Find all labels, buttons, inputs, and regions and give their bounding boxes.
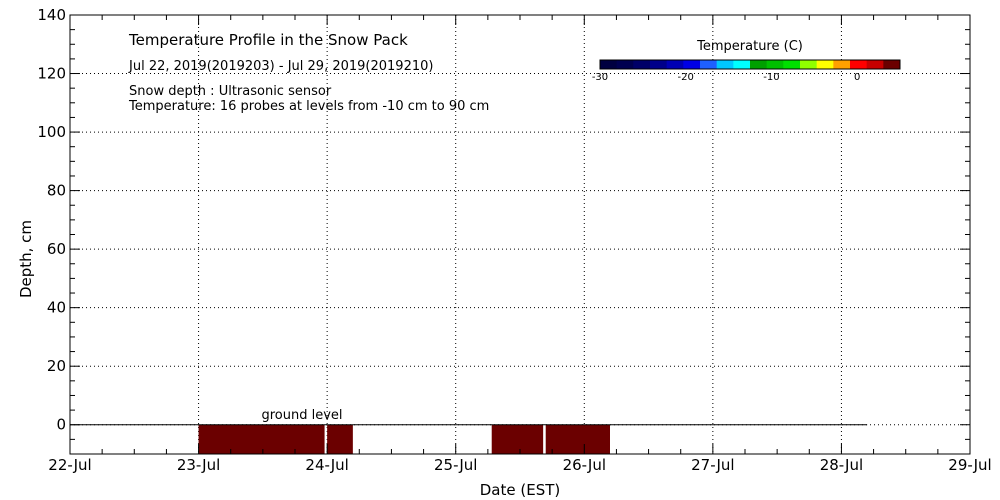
y-tick-label: 40 <box>47 299 66 317</box>
colorbar-swatch <box>783 60 801 69</box>
y-axis-label: Depth, cm <box>17 220 35 298</box>
colorbar-swatch <box>766 60 784 69</box>
y-tick-label: 80 <box>47 182 66 200</box>
y-tick-label: 0 <box>56 416 66 434</box>
temperature-block <box>491 424 544 454</box>
colorbar-swatch <box>800 60 818 69</box>
colorbar-swatch <box>816 60 834 69</box>
colorbar-swatch <box>600 60 618 69</box>
ground-level-label: ground level <box>261 408 342 423</box>
x-tick-label: 28-Jul <box>820 456 863 474</box>
note-temperature-probes: Temperature: 16 probes at levels from -1… <box>128 99 489 114</box>
x-tick-label: 24-Jul <box>305 456 348 474</box>
chart-title: Temperature Profile in the Snow Pack <box>128 31 408 49</box>
colorbar-swatch <box>750 60 768 69</box>
colorbar-swatch <box>650 60 668 69</box>
x-tick-label: 22-Jul <box>48 456 91 474</box>
x-tick-label: 29-Jul <box>948 456 991 474</box>
x-tick-label: 27-Jul <box>691 456 734 474</box>
colorbar-swatch <box>683 60 701 69</box>
y-tick-label: 100 <box>37 123 66 141</box>
temperature-block <box>545 424 610 454</box>
x-tick-label: 25-Jul <box>434 456 477 474</box>
colorbar-tick-label: 0 <box>854 72 860 83</box>
y-tick-label: 60 <box>47 240 66 258</box>
y-tick-label: 140 <box>37 6 66 24</box>
colorbar-swatch <box>850 60 868 69</box>
colorbar-swatch <box>700 60 718 69</box>
y-tick-label: 20 <box>47 357 66 375</box>
x-tick-label: 26-Jul <box>563 456 606 474</box>
x-tick-label: 23-Jul <box>177 456 220 474</box>
colorbar-label: Temperature (C) <box>696 39 803 54</box>
grid-lines <box>70 15 970 454</box>
temperature-block <box>198 424 325 454</box>
colorbar-swatch <box>866 60 884 69</box>
colorbar-tick-label: -20 <box>678 72 694 83</box>
x-axis-label: Date (EST) <box>480 481 561 499</box>
chart-subtitle: Jul 22, 2019(2019203) - Jul 29, 2019(201… <box>128 59 433 74</box>
colorbar-swatch <box>616 60 634 69</box>
temperature-blocks <box>198 424 610 454</box>
colorbar-frame <box>599 59 901 70</box>
plot-frame <box>69 14 971 455</box>
y-tick-label: 120 <box>37 65 66 83</box>
colorbar-swatch <box>633 60 651 69</box>
colorbar-swatch <box>733 60 751 69</box>
colorbar-tick-label: -30 <box>592 72 608 83</box>
colorbar: -30 -20 -10 0 <box>592 59 901 83</box>
colorbar-swatch <box>883 60 901 69</box>
note-snow-depth: Snow depth : Ultrasonic sensor <box>129 84 332 99</box>
colorbar-swatch <box>833 60 851 69</box>
axes: 0 20 40 60 80 100 120 140 22-Jul 23-Jul 24-Jul 25-J… <box>37 6 991 474</box>
temperature-block <box>327 424 353 454</box>
colorbar-swatch <box>666 60 684 69</box>
colorbar-swatch <box>716 60 734 69</box>
colorbar-tick-label: -10 <box>763 72 779 83</box>
